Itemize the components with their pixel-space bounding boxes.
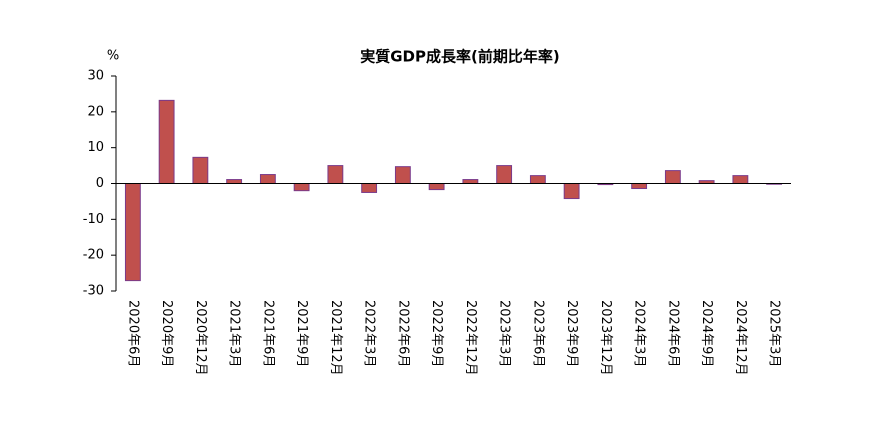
bar [259, 174, 276, 185]
y-tick-label: 10 [87, 140, 104, 155]
x-tick-label: 2020年6月 [125, 300, 140, 367]
y-tick-label: 20 [87, 104, 104, 119]
x-tick-label: 2020年9月 [159, 300, 174, 367]
x-tick-label: 2021年9月 [294, 300, 309, 367]
bar [293, 183, 310, 192]
x-tick-label: 2022年9月 [429, 300, 444, 367]
bar [361, 183, 378, 193]
x-tick-label: 2023年12月 [598, 300, 613, 376]
bar [394, 166, 411, 185]
bar [192, 156, 209, 184]
x-tick-label: 2021年12月 [328, 300, 343, 376]
bar [327, 165, 344, 184]
x-tick-label: 2021年3月 [227, 300, 242, 367]
bar [563, 183, 580, 200]
x-tick-label: 2024年3月 [632, 300, 647, 367]
chart-title: 実質GDP成長率(前期比年率) [360, 48, 559, 66]
bar [496, 165, 513, 184]
bar [664, 170, 681, 185]
y-tick-label: -10 [83, 212, 104, 227]
bar [124, 183, 141, 282]
bar [428, 183, 445, 191]
bar [462, 179, 479, 185]
x-tick-label: 2024年9月 [699, 300, 714, 367]
bar [158, 99, 175, 184]
y-tick-label: -20 [83, 248, 104, 263]
x-tick-label: 2023年3月 [497, 300, 512, 367]
y-tick-label: 0 [96, 176, 104, 191]
x-tick-label: 2022年6月 [395, 300, 410, 367]
x-tick-label: 2023年9月 [564, 300, 579, 367]
x-tick-label: 2025年3月 [767, 300, 782, 367]
x-tick-label: 2023年6月 [530, 300, 545, 367]
bar [226, 179, 243, 185]
y-tick-label: -30 [83, 284, 104, 299]
x-tick-label: 2024年12月 [733, 300, 748, 376]
bar [529, 175, 546, 185]
bar [631, 183, 648, 190]
bar [732, 175, 749, 185]
x-tick-label: 2022年3月 [362, 300, 377, 367]
x-tick-label: 2020年12月 [193, 300, 208, 376]
x-tick-label: 2021年6月 [260, 300, 275, 367]
y-tick-label: 30 [87, 69, 104, 84]
x-tick-label: 2024年6月 [665, 300, 680, 367]
x-tick-label: 2022年12月 [463, 300, 478, 376]
y-axis-label: % [107, 49, 119, 64]
